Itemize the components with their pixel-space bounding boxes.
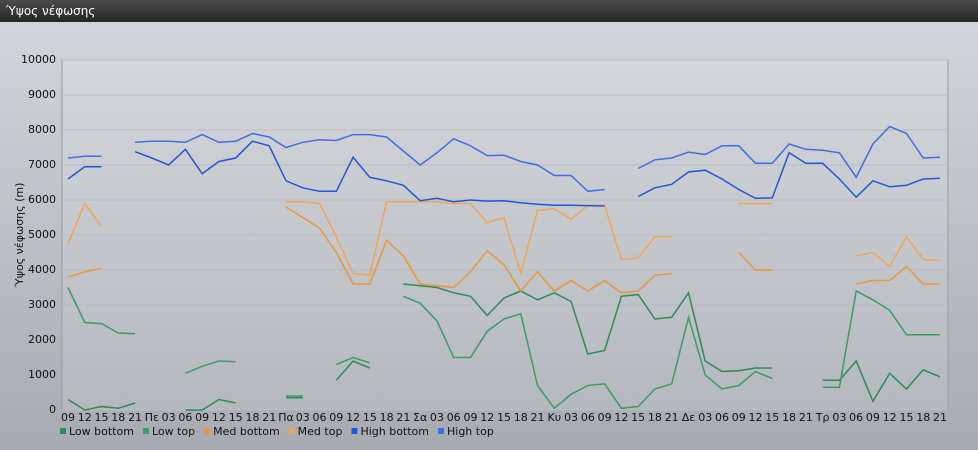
title-bar: Ύψος νέφωσης (0, 0, 978, 22)
x-tick-label: 21 (128, 411, 142, 424)
legend-swatch (438, 428, 444, 434)
x-tick-label: 09 (463, 411, 477, 424)
legend-swatch (60, 428, 66, 434)
x-tick-label: 18 (380, 411, 394, 424)
x-tick-label: 21 (665, 411, 679, 424)
x-tick-label: 09 (732, 411, 746, 424)
x-tick-label: 06 (715, 411, 729, 424)
x-tick-label: Πε (145, 411, 159, 424)
x-tick-label: 06 (849, 411, 863, 424)
x-tick-label: 15 (765, 411, 779, 424)
y-tick-label: 5000 (28, 228, 56, 241)
x-tick-label: 15 (95, 411, 109, 424)
x-tick-label: Σα (413, 411, 427, 424)
x-tick-label: Κυ (548, 411, 562, 424)
x-tick-label: 21 (933, 411, 947, 424)
y-tick-label: 7000 (28, 158, 56, 171)
legend-swatch (351, 428, 358, 434)
x-tick-label: 15 (899, 411, 913, 424)
x-tick-label: 18 (916, 411, 930, 424)
x-tick-label: 06 (447, 411, 461, 424)
legend-swatch (142, 428, 149, 434)
x-tick-label: 12 (480, 411, 494, 424)
x-tick-label: 18 (514, 411, 528, 424)
x-tick-label: 03 (564, 411, 578, 424)
x-tick-label: 09 (195, 411, 209, 424)
x-tick-label: 06 (313, 411, 327, 424)
x-tick-label: 03 (162, 411, 176, 424)
legend-swatch (204, 428, 211, 434)
x-tick-label: 18 (111, 411, 125, 424)
x-tick-label: 12 (212, 411, 226, 424)
legend-label: High top (447, 425, 494, 438)
series-line (67, 287, 940, 410)
x-tick-label: 21 (396, 411, 410, 424)
legend-label: Med top (298, 425, 343, 438)
x-tick-label: Πα (278, 411, 294, 424)
legend-label: Med bottom (213, 425, 280, 438)
series-line (67, 206, 940, 294)
x-tick-label: 18 (782, 411, 796, 424)
series-line (67, 140, 941, 207)
x-tick-label: 06 (581, 411, 595, 424)
x-tick-label: 09 (329, 411, 343, 424)
x-tick-label: 15 (497, 411, 511, 424)
x-tick-label: 12 (346, 411, 360, 424)
y-axis-label: Ύψος νέφωσης (m) (13, 183, 26, 289)
y-tick-label: 0 (49, 403, 56, 416)
y-tick-label: 10000 (21, 53, 56, 66)
x-tick-label: 12 (749, 411, 763, 424)
x-tick-label: 21 (531, 411, 545, 424)
x-tick-label: 12 (883, 411, 897, 424)
legend-swatch (288, 428, 295, 434)
chart: Ύψος νέφωσης (m) 0 1000 2000 3000 4000 5000 60… (13, 53, 949, 438)
x-tick-label: 03 (832, 411, 846, 424)
x-tick-label: 06 (178, 411, 192, 424)
x-tick-label: Τρ (815, 411, 830, 424)
x-tick-label: 03 (296, 411, 310, 424)
x-tick-label: 18 (648, 411, 662, 424)
legend-label: Low bottom (69, 425, 134, 438)
x-tick-label: 09 (61, 411, 75, 424)
x-tick-label: 03 (698, 411, 712, 424)
series-line (67, 201, 941, 277)
x-tick-label: 18 (245, 411, 259, 424)
y-tick-label: 2000 (28, 333, 56, 346)
series-line (67, 283, 941, 411)
y-tick-label: 4000 (28, 263, 56, 276)
x-tick-label: 12 (614, 411, 628, 424)
x-tick-label: 21 (262, 411, 276, 424)
y-tick-label: 1000 (28, 368, 56, 381)
y-tick-label: 8000 (28, 123, 56, 136)
legend-label: Low top (152, 425, 195, 438)
y-tick-label: 9000 (28, 88, 56, 101)
x-tick-label: 03 (430, 411, 444, 424)
x-tick-label: 09 (866, 411, 880, 424)
legend-label: High bottom (360, 425, 429, 438)
x-tick-label: Δε (682, 411, 696, 424)
x-tick-label: 09 (598, 411, 612, 424)
x-tick-label: 15 (631, 411, 645, 424)
x-tick-label: 12 (78, 411, 92, 424)
x-tick-label: 15 (363, 411, 377, 424)
y-tick-label: 3000 (28, 298, 56, 311)
x-tick-label: 21 (799, 411, 813, 424)
y-tick-label: 6000 (28, 193, 56, 206)
series-line (67, 125, 941, 193)
x-tick-label: 15 (229, 411, 243, 424)
